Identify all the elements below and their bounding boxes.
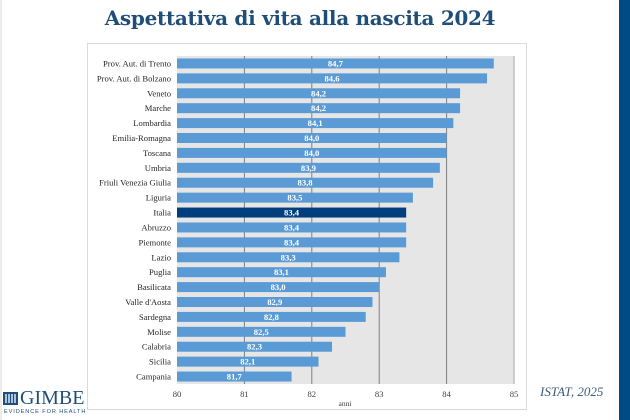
x-tick-label: 85 xyxy=(510,389,519,399)
data-label: 83,9 xyxy=(301,163,316,173)
bar xyxy=(177,297,373,307)
logo-tagline: EVIDENCE FOR HEALTH xyxy=(4,409,87,415)
data-label: 84,1 xyxy=(308,118,323,128)
data-label: 82,1 xyxy=(240,357,255,367)
data-label: 83,4 xyxy=(284,208,300,218)
data-label: 83,5 xyxy=(287,193,302,203)
category-label: Prov. Aut. di Trento xyxy=(103,58,171,68)
logo-name: GIMBE xyxy=(20,387,85,409)
category-label: Umbria xyxy=(145,163,171,173)
value-labels: 84,7 84,6 84,2 84,2 84,1 84,0 84,0 83,9 83,8 83,5… xyxy=(227,58,344,381)
x-tick-label: 81 xyxy=(240,389,249,399)
category-labels: Prov. Aut. di Trento Prov. Aut. di Bolzan… xyxy=(97,58,171,381)
data-label: 83,3 xyxy=(281,252,296,262)
data-label: 84,0 xyxy=(304,148,319,158)
data-label: 84,6 xyxy=(324,73,340,83)
category-label: Veneto xyxy=(147,88,171,98)
category-label: Friuli Venezia Giulia xyxy=(99,178,171,188)
bar xyxy=(177,192,413,203)
bar xyxy=(177,341,333,352)
data-label: 83,4 xyxy=(284,237,300,247)
category-label: Prov. Aut. di Bolzano xyxy=(97,73,171,83)
bar xyxy=(177,162,440,173)
category-label: Italia xyxy=(153,208,171,218)
bar xyxy=(177,252,400,263)
chart-title: Aspettativa di vita alla nascita 2024 xyxy=(104,6,496,30)
data-label: 82,8 xyxy=(264,312,280,322)
data-label: 82,9 xyxy=(267,297,282,307)
bar xyxy=(177,222,407,233)
bar xyxy=(177,58,494,69)
data-label: 83,0 xyxy=(271,282,286,292)
category-label: Piemonte xyxy=(139,237,172,247)
category-label: Valle d'Aosta xyxy=(125,297,171,307)
data-label: 83,8 xyxy=(298,178,314,188)
category-label: Calabria xyxy=(142,342,171,352)
bar xyxy=(177,371,292,382)
bar xyxy=(177,133,447,143)
bar xyxy=(177,267,386,278)
bar xyxy=(177,356,319,367)
category-label: Liguria xyxy=(146,193,171,203)
source-citation: ISTAT, 2025 xyxy=(540,384,604,399)
category-label: Abruzzo xyxy=(141,222,171,232)
bar xyxy=(177,177,434,188)
x-tick-labels: 80 81 82 83 84 85 xyxy=(173,389,519,399)
category-label: Molise xyxy=(147,327,171,337)
page-edge xyxy=(0,0,2,420)
bar-highlight xyxy=(177,207,407,218)
data-label: 84,2 xyxy=(311,88,326,98)
bar xyxy=(177,118,454,129)
data-label: 84,2 xyxy=(311,103,326,113)
category-label: Puglia xyxy=(149,267,171,277)
category-label: Toscana xyxy=(143,148,171,158)
gimbe-logo: GIMBE EVIDENCE FOR HEALTH xyxy=(3,387,87,418)
side-accent-strip xyxy=(619,0,630,420)
bar xyxy=(177,103,461,114)
x-tick-label: 82 xyxy=(308,389,317,399)
category-label: Marche xyxy=(145,103,171,113)
bar xyxy=(177,282,380,293)
gimbe-logo-icon xyxy=(3,392,18,405)
data-label: 82,5 xyxy=(254,327,269,337)
data-label: 83,1 xyxy=(274,267,289,277)
category-label: Sicilia xyxy=(149,357,171,367)
data-label: 83,4 xyxy=(284,222,300,232)
bar xyxy=(177,311,366,322)
category-label: Lazio xyxy=(151,252,171,262)
x-axis-title: anni xyxy=(339,399,352,408)
x-tick-label: 83 xyxy=(375,389,384,399)
bar xyxy=(177,237,407,248)
data-label: 82,3 xyxy=(247,342,262,352)
category-label: Campania xyxy=(136,372,171,382)
x-tick-label: 80 xyxy=(173,389,182,399)
x-tick-label: 84 xyxy=(442,389,451,399)
data-label: 84,0 xyxy=(304,133,319,143)
bar xyxy=(177,147,447,158)
category-label: Emilia-Romagna xyxy=(112,133,171,143)
data-label: 84,7 xyxy=(328,58,344,68)
category-label: Lombardia xyxy=(133,118,171,128)
bars xyxy=(177,58,494,382)
bar xyxy=(177,326,346,337)
bar xyxy=(177,73,488,84)
category-label: Sardegna xyxy=(139,312,171,322)
data-label: 81,7 xyxy=(227,372,243,382)
bar xyxy=(177,88,461,99)
category-label: Basilicata xyxy=(137,282,171,292)
